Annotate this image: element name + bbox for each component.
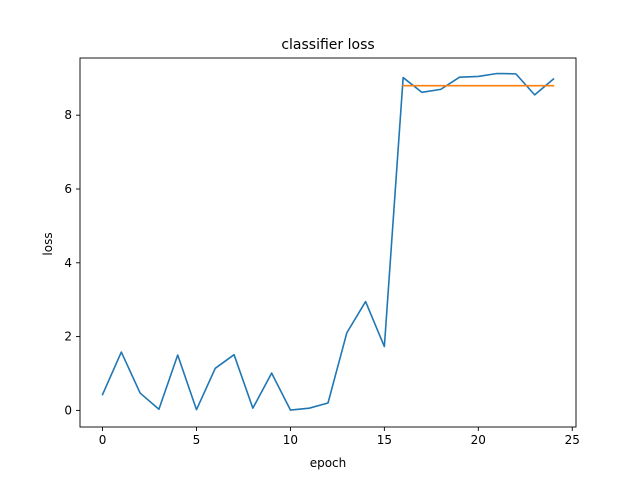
y-tick-label: 4 — [64, 256, 72, 270]
y-tick-label: 8 — [64, 108, 72, 122]
x-tick-label: 0 — [99, 433, 107, 447]
chart-title: classifier loss — [281, 37, 374, 53]
y-tick-label: 6 — [64, 182, 72, 196]
plot-area: 0 5 10 15 20 25 0 2 4 6 8 — [64, 57, 580, 447]
x-tick-label: 5 — [193, 433, 201, 447]
x-tick-label: 25 — [565, 433, 580, 447]
x-tick-label: 15 — [377, 433, 392, 447]
x-tick-label: 10 — [283, 433, 298, 447]
y-tick-label: 0 — [64, 403, 72, 417]
x-axis-label: epoch — [310, 456, 347, 470]
axes-frame — [79, 57, 577, 428]
y-axis-label: loss — [41, 232, 55, 255]
x-tick-label: 20 — [471, 433, 486, 447]
series-line-0 — [101, 72, 555, 411]
y-tick-label: 2 — [64, 330, 72, 344]
